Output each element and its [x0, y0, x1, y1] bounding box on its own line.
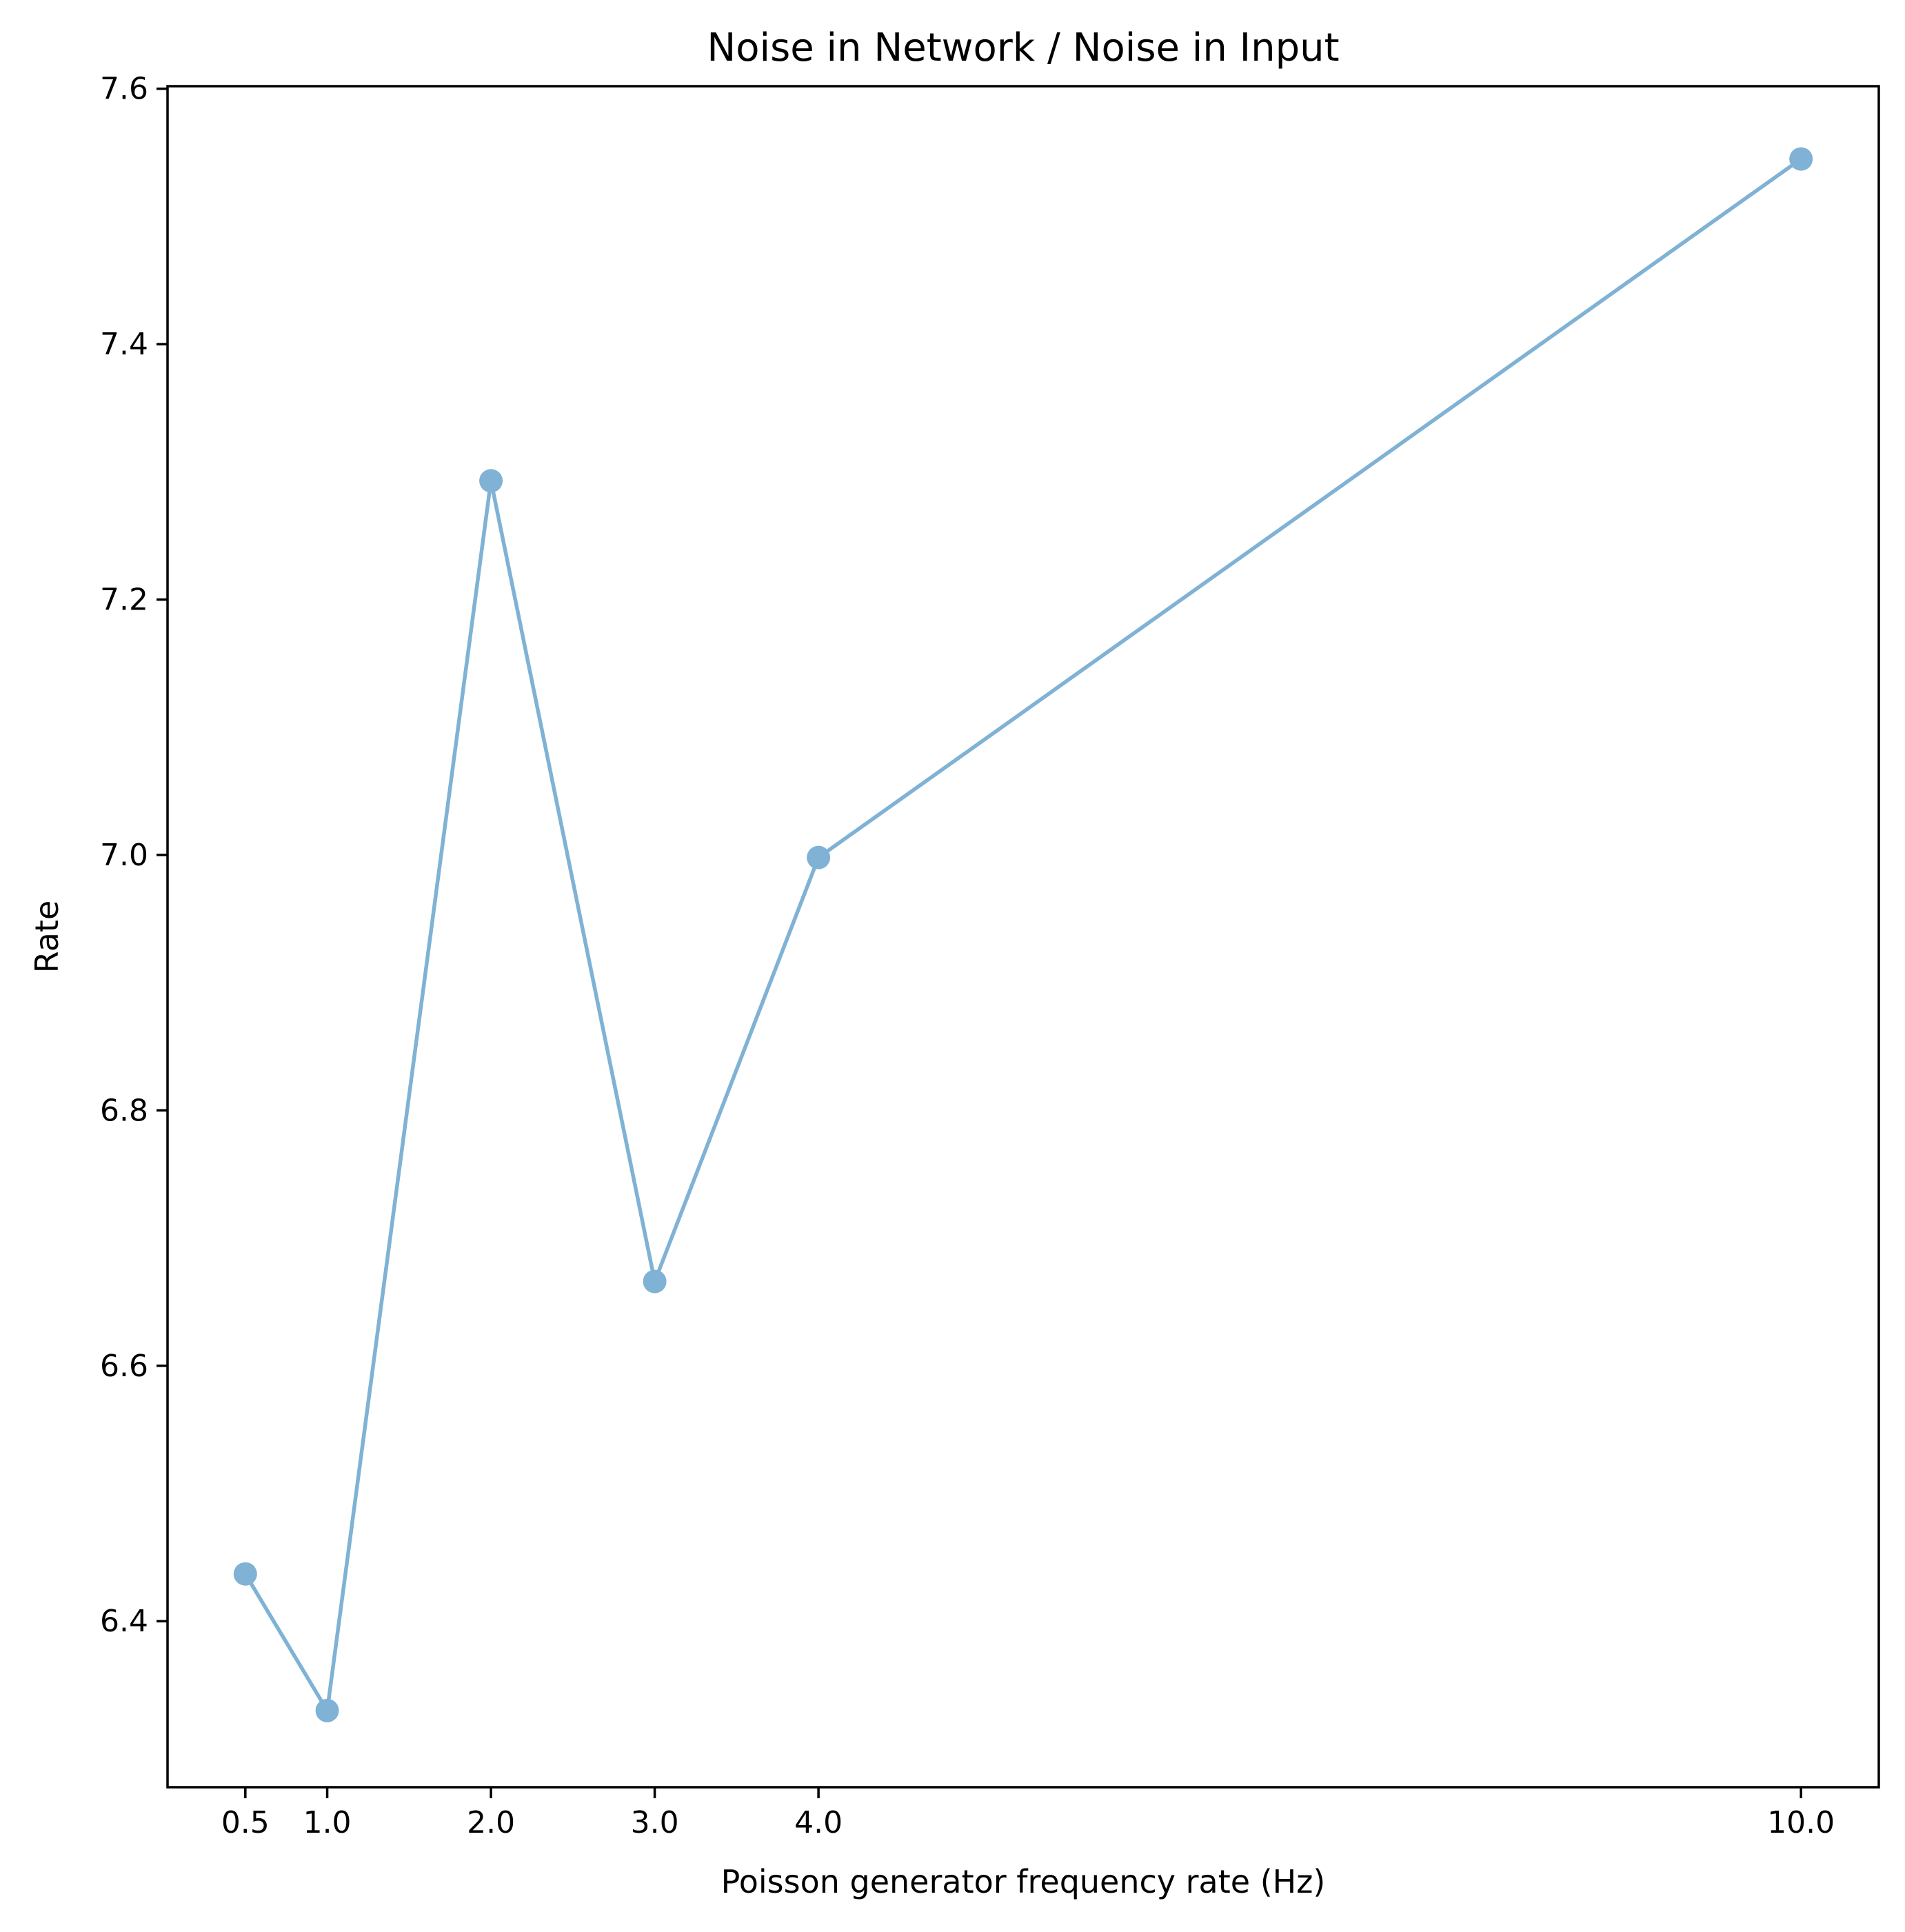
x-tick-label: 4.0 — [794, 1805, 843, 1840]
y-tick-label: 7.6 — [100, 72, 148, 107]
y-tick-label: 6.6 — [100, 1349, 148, 1384]
y-tick-label: 7.2 — [100, 583, 148, 618]
x-tick-label: 3.0 — [631, 1805, 679, 1840]
data-point — [807, 845, 831, 869]
x-tick-label: 0.5 — [221, 1805, 270, 1840]
y-tick-label: 6.8 — [100, 1093, 148, 1128]
x-tick-label: 10.0 — [1767, 1805, 1835, 1840]
x-tick-label: 1.0 — [303, 1805, 352, 1840]
x-axis-label: Poisson generator frequency rate (Hz) — [721, 1863, 1326, 1900]
y-axis: 6.4 6.6 6.8 7.0 7.2 7.4 7.6 — [100, 72, 168, 1639]
y-axis-label: Rate — [28, 900, 65, 973]
data-point — [643, 1269, 667, 1294]
y-tick-label: 7.4 — [100, 327, 148, 362]
x-axis: 0.5 1.0 2.0 3.0 4.0 10.0 — [221, 1787, 1835, 1840]
data-point — [233, 1562, 257, 1586]
data-point — [315, 1698, 339, 1722]
data-point — [479, 469, 503, 493]
y-tick-label: 6.4 — [100, 1604, 148, 1639]
x-tick-label: 2.0 — [467, 1805, 515, 1840]
chart-title: Noise in Network / Noise in Input — [707, 26, 1339, 70]
series-line — [243, 157, 1802, 1713]
axes-frame — [166, 85, 1880, 1789]
y-tick-label: 7.0 — [100, 838, 148, 873]
plot-area — [233, 147, 1813, 1722]
data-point — [1789, 147, 1813, 171]
